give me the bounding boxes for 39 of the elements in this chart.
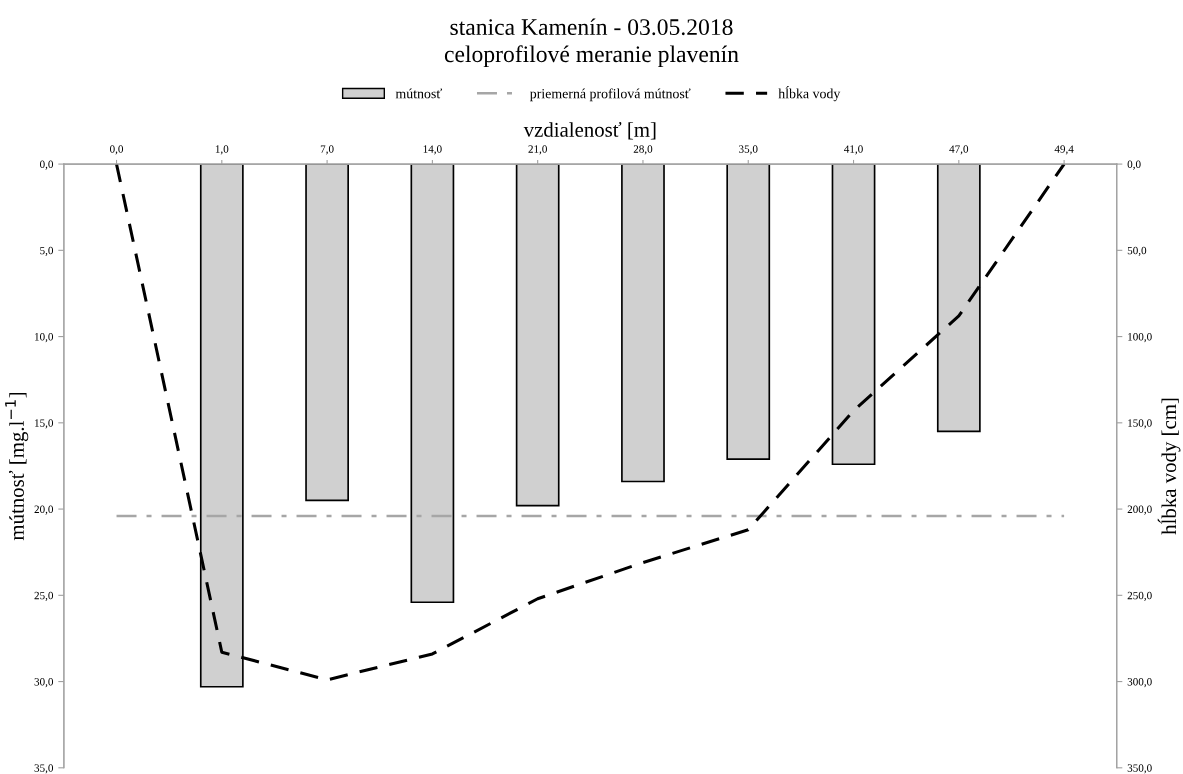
y2-tick-label: 50,0 — [1127, 246, 1147, 256]
chart-title: stanica Kamenín - 03.05.2018 — [450, 18, 733, 36]
y2-tick-label: 300,0 — [1127, 678, 1152, 688]
x-tick-label: 7,0 — [320, 145, 334, 155]
y-tick-label: 30,0 — [34, 678, 54, 688]
y-tick-label: 0,0 — [40, 160, 54, 170]
bar — [305, 164, 349, 502]
x-tick-label: 14,0 — [423, 145, 442, 155]
chart-subtitle: celoprofilové meranie plavenín — [444, 45, 739, 67]
y2-tick-label: 200,0 — [1127, 505, 1152, 515]
x-tick-label: 21,0 — [528, 145, 547, 155]
x-axis-title: vzdialenosť [m] — [523, 121, 656, 140]
legend-label: hĺbka vody — [778, 86, 841, 102]
bar — [515, 164, 560, 507]
y-tick-label: 20,0 — [34, 505, 54, 515]
bar — [726, 164, 771, 460]
bar — [410, 164, 455, 604]
x-tick-label: 35,0 — [739, 145, 758, 155]
x-tick-label: 0,0 — [110, 145, 124, 155]
y-tick-label: 5,0 — [40, 246, 54, 256]
y2-tick-label: 250,0 — [1127, 591, 1152, 601]
y-tick-label: 15,0 — [35, 419, 54, 429]
x-tick-label: 49,4 — [1054, 145, 1074, 155]
x-tick-label: 1,0 — [215, 145, 229, 155]
y2-tick-label: 0,0 — [1127, 160, 1141, 170]
x-tick-label: 28,0 — [633, 145, 653, 155]
y2-axis-title: hĺbka vody [cm] — [1157, 398, 1181, 535]
x-tick-label: 47,0 — [949, 145, 969, 155]
legend-label: mútnosť — [395, 88, 443, 99]
x-tick-label: 41,0 — [844, 145, 863, 155]
bar — [621, 164, 665, 483]
y2-tick-label: 150,0 — [1128, 419, 1152, 429]
y-axis-title: mútnosť [mg.l$^{−1}$] — [5, 392, 29, 541]
y-tick-label: 10,0 — [35, 333, 54, 343]
legend-label: priemerná profilová mútnosť — [529, 88, 691, 102]
y-tick-label: 25,0 — [34, 591, 54, 601]
y2-tick-label: 350,0 — [1127, 764, 1152, 774]
y-tick-label: 35,0 — [34, 764, 54, 774]
y2-tick-label: 100,0 — [1128, 333, 1152, 343]
